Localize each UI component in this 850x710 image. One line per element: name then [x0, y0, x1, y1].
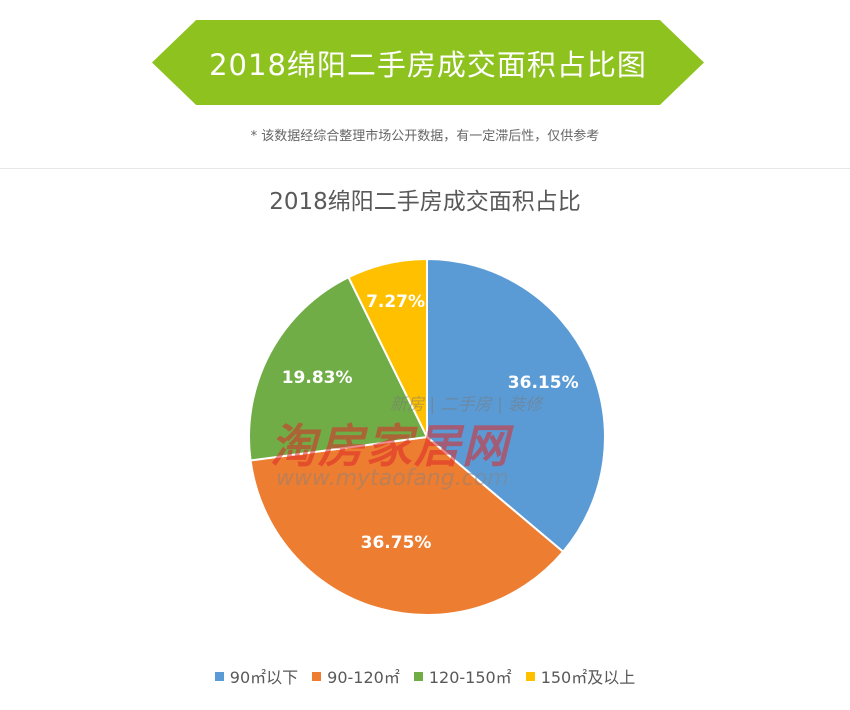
divider: [0, 168, 850, 169]
legend-swatch: [413, 671, 423, 681]
legend-label: 90㎡以下: [229, 668, 299, 687]
title-banner: 2018绵阳二手房成交面积占比图: [152, 20, 704, 105]
pie-slice-1: [426, 257, 606, 554]
legend-swatch: [214, 671, 224, 681]
chart-legend: 90㎡以下 90-120㎡ 120-150㎡ 150㎡及以上: [0, 664, 850, 688]
data-label-4: 7.27%: [366, 292, 425, 312]
legend-swatch: [525, 671, 535, 681]
data-label-2: 36.75%: [361, 533, 432, 553]
pie-slice-2: [249, 435, 565, 616]
data-label-3: 19.83%: [282, 368, 353, 388]
data-disclaimer: * 该数据经综合整理市场公开数据，有一定滞后性，仅供参考: [250, 129, 600, 144]
legend-label: 120-150㎡: [428, 668, 512, 687]
legend-label: 90-120㎡: [327, 668, 400, 687]
legend-item-1: 90㎡以下: [214, 664, 299, 688]
pie-slice-4: [347, 257, 428, 438]
legend-item-3: 120-150㎡: [413, 664, 512, 688]
pie-slice-3: [248, 275, 429, 462]
banner-title: 2018绵阳二手房成交面积占比图: [209, 47, 647, 82]
data-label-1: 36.15%: [508, 373, 579, 393]
legend-label: 150㎡及以上: [540, 668, 636, 687]
legend-item-4: 150㎡及以上: [525, 664, 636, 688]
legend-item-2: 90-120㎡: [312, 664, 400, 688]
chart-title: 2018绵阳二手房成交面积占比: [269, 189, 581, 215]
legend-swatch: [312, 671, 322, 681]
